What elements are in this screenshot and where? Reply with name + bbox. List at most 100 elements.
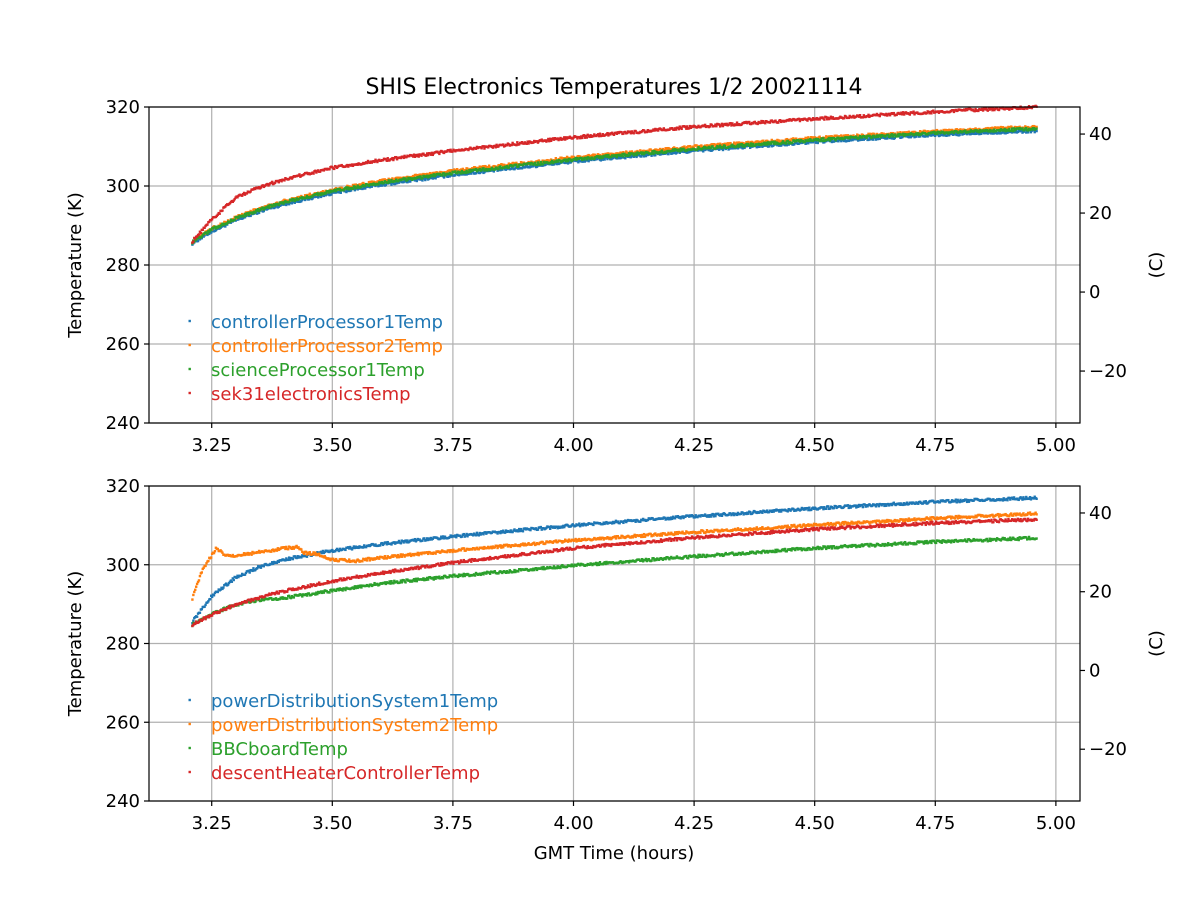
- data-point: [328, 168, 330, 170]
- data-point: [711, 145, 713, 147]
- data-point: [318, 553, 320, 555]
- data-point: [199, 612, 201, 614]
- data-point: [201, 608, 203, 610]
- data-point: [825, 508, 827, 510]
- y2-tick-label: 0: [1089, 282, 1100, 303]
- legend-label: controllerProcessor1Temp: [211, 312, 443, 333]
- data-point: [340, 192, 342, 194]
- y2-tick-label: 20: [1089, 203, 1112, 224]
- data-point: [581, 137, 583, 139]
- legend-marker: [189, 344, 191, 346]
- chart-title: SHIS Electronics Temperatures 1/2 200211…: [365, 75, 862, 100]
- data-point: [300, 548, 302, 550]
- data-point: [661, 150, 663, 152]
- data-point: [192, 240, 194, 242]
- data-point: [785, 142, 787, 144]
- data-point: [909, 113, 911, 115]
- data-point: [862, 506, 864, 508]
- legend-marker: [189, 392, 191, 394]
- data-point: [384, 555, 386, 557]
- y-tick-label: 300: [106, 176, 140, 197]
- data-point: [218, 213, 220, 215]
- data-point: [930, 112, 932, 114]
- legend-label: scienceProcessor1Temp: [211, 360, 425, 381]
- data-point: [248, 571, 250, 573]
- series-powerDistributionSystem1Temp: [191, 496, 1038, 625]
- legend-label: sek31electronicsTemp: [211, 384, 411, 405]
- data-point: [209, 598, 211, 600]
- series-controllerProcessor1Temp: [191, 129, 1038, 246]
- y2-axis-label: (C): [1146, 252, 1167, 279]
- data-point: [191, 598, 193, 600]
- data-point: [1035, 498, 1037, 500]
- y-tick-label: 280: [106, 255, 140, 276]
- data-point: [438, 153, 440, 155]
- data-point: [221, 209, 223, 211]
- y2-tick-label: 40: [1089, 124, 1112, 145]
- data-point: [200, 232, 202, 234]
- data-point: [214, 550, 216, 552]
- data-point: [192, 594, 194, 596]
- data-point: [791, 142, 793, 144]
- data-point: [309, 551, 311, 553]
- data-point: [387, 157, 389, 159]
- data-point: [680, 128, 682, 130]
- legend-marker: [189, 320, 191, 322]
- x-tick-label: 4.00: [553, 435, 593, 456]
- data-point: [958, 134, 960, 136]
- data-point: [463, 547, 465, 549]
- x-tick-label: 3.25: [192, 435, 232, 456]
- data-point: [268, 207, 270, 209]
- data-point: [206, 223, 208, 225]
- data-point: [366, 559, 368, 561]
- data-point: [292, 558, 294, 560]
- y-axis-label: Temperature (K): [65, 192, 86, 339]
- data-point: [1035, 127, 1037, 129]
- data-point: [213, 594, 215, 596]
- data-point: [633, 132, 635, 134]
- data-point: [537, 528, 539, 530]
- data-point: [198, 579, 200, 581]
- data-point: [822, 137, 824, 139]
- data-point: [192, 619, 194, 621]
- y-tick-label: 260: [106, 334, 140, 355]
- legend: controllerProcessor1TempcontrollerProces…: [189, 312, 444, 405]
- data-point: [325, 192, 327, 194]
- data-point: [194, 589, 196, 591]
- data-point: [207, 560, 209, 562]
- x-tick-label: 4.75: [915, 435, 955, 456]
- x-tick-label: 3.50: [312, 435, 352, 456]
- x-tick-label: 3.75: [433, 435, 473, 456]
- data-point: [808, 507, 810, 509]
- data-point: [204, 565, 206, 567]
- data-point: [515, 163, 517, 165]
- data-point: [193, 591, 195, 593]
- data-point: [823, 118, 825, 120]
- data-point: [245, 214, 247, 216]
- data-point: [201, 571, 203, 573]
- data-point: [859, 114, 861, 116]
- x-tick-label: 4.50: [795, 435, 835, 456]
- data-point: [540, 161, 542, 163]
- data-point: [288, 201, 290, 203]
- data-point: [344, 549, 346, 551]
- data-point: [333, 168, 335, 170]
- data-point: [222, 586, 224, 588]
- data-point: [522, 530, 524, 532]
- data-point: [555, 157, 557, 159]
- data-point: [196, 616, 198, 618]
- y-tick-label: 240: [106, 413, 140, 434]
- data-point: [233, 579, 235, 581]
- data-point: [204, 604, 206, 606]
- data-point: [195, 586, 197, 588]
- x-tick-label: 4.25: [674, 435, 714, 456]
- data-point: [497, 168, 499, 170]
- data-point: [1006, 499, 1008, 501]
- data-point: [199, 575, 201, 577]
- data-point: [827, 505, 829, 507]
- data-point: [879, 115, 881, 117]
